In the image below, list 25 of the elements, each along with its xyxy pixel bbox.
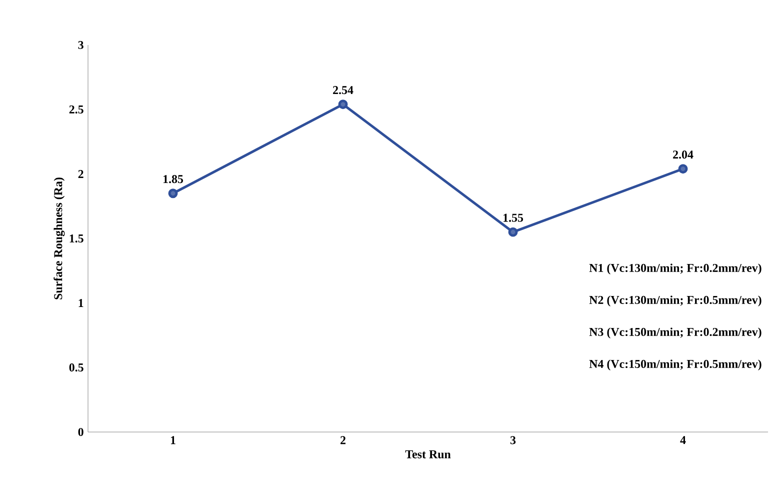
data-label: 1.55 [504, 214, 524, 222]
data-label: 2.54 [333, 86, 354, 94]
data-label: 1.85 [163, 175, 184, 184]
point [338, 100, 348, 110]
x-axis-title: Test Run [405, 450, 451, 458]
x-tick-label: 4 [680, 436, 686, 444]
y-tick-label: 2 [78, 170, 84, 178]
point [678, 164, 688, 174]
point [168, 188, 178, 198]
y-tick-label: 2.5 [69, 105, 84, 114]
y-tick-label: 0.5 [69, 363, 84, 372]
annotation: N1 (Vc:130m/min; Fr:0.2mm/rev) [589, 264, 762, 274]
data-label: 2.04 [673, 150, 694, 159]
y-tick-label: 3 [78, 40, 84, 50]
point [508, 227, 518, 237]
annotation: N3 (Vc:150m/min; Fr:0.2mm/rev) [589, 328, 762, 338]
x-tick-label: 1 [170, 436, 176, 444]
y-tick-label: 0 [78, 428, 84, 436]
y-tick-label: 1 [78, 299, 84, 307]
x-tick-label: 3 [510, 436, 516, 444]
annotation: N4 (Vc:150m/min; Fr:0.5mm/rev) [589, 360, 762, 370]
annotation: N2 (Vc:130m/min; Fr:0.5mm/rev) [589, 296, 762, 306]
y-tick-label: 1.5 [70, 234, 84, 243]
y-axis-title: Surface Roughness (Ra) [54, 178, 65, 300]
x-tick-label: 2 [340, 436, 346, 444]
